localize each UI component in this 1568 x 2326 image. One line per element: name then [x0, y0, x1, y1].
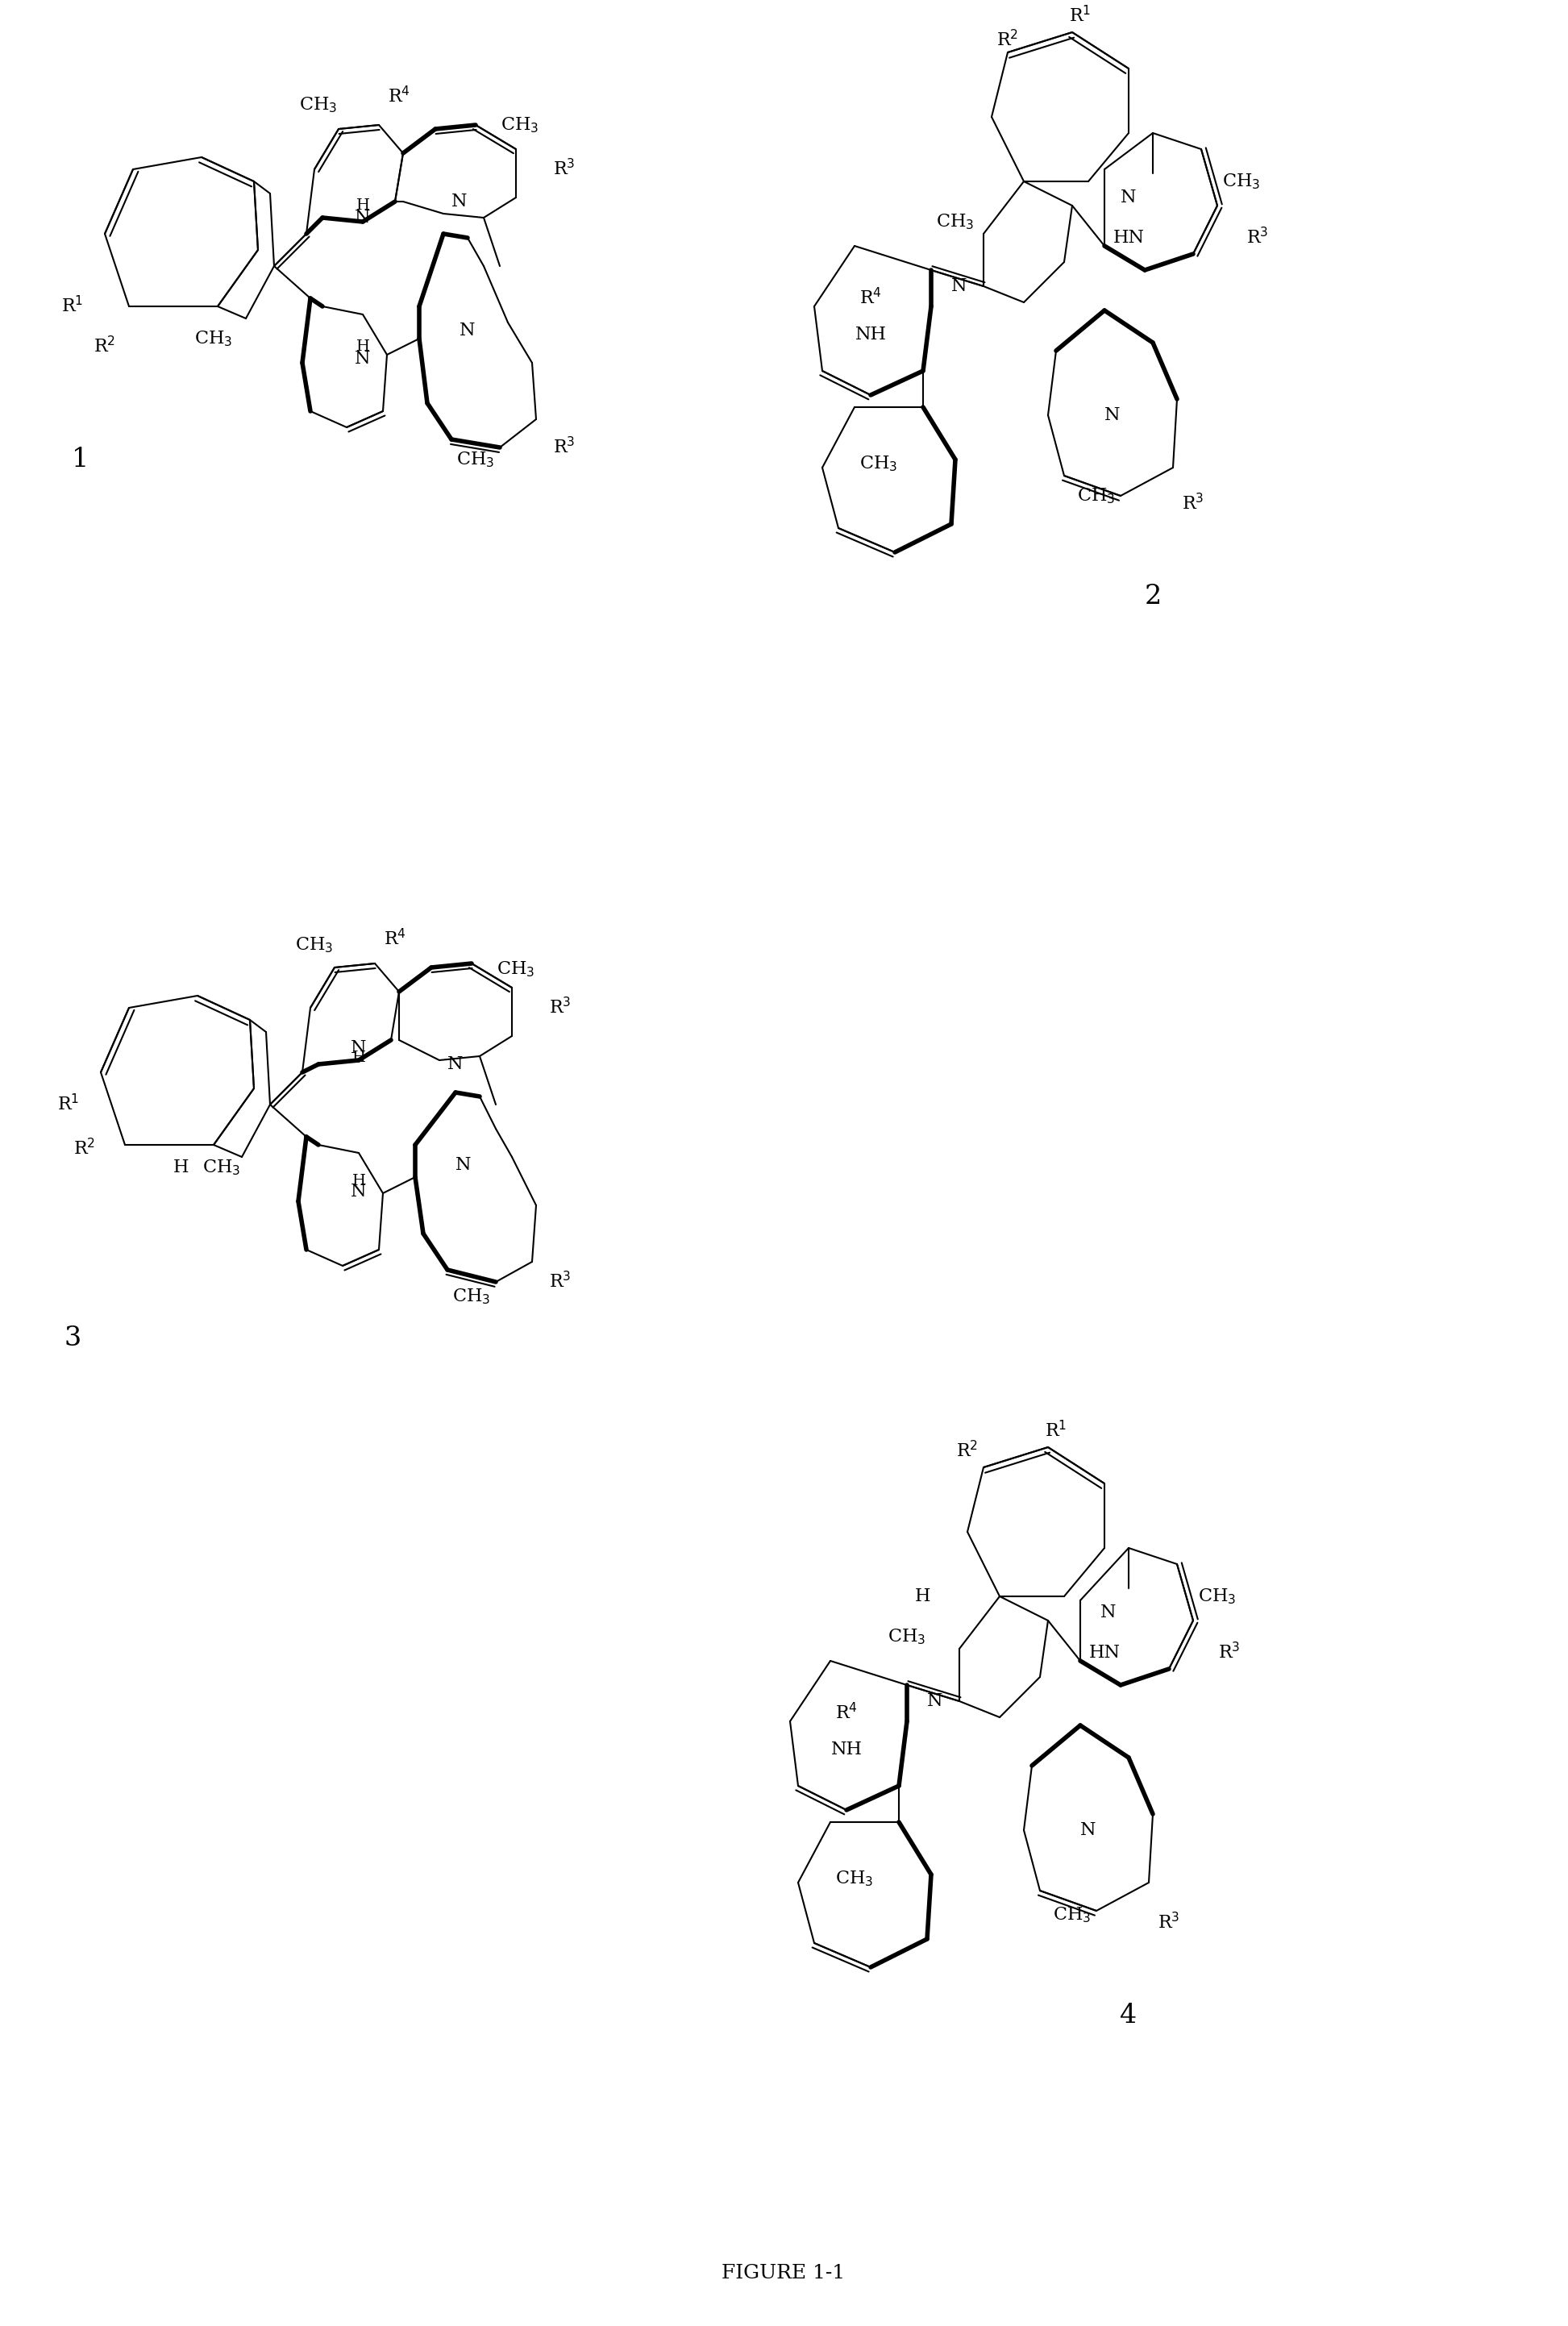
- Text: H: H: [351, 1175, 365, 1189]
- Text: 1: 1: [72, 447, 89, 472]
- Text: HN: HN: [1113, 228, 1145, 247]
- Text: CH$_3$: CH$_3$: [1223, 172, 1261, 191]
- Text: R$^4$: R$^4$: [859, 288, 881, 309]
- Text: R$^1$: R$^1$: [61, 295, 83, 316]
- Text: R$^4$: R$^4$: [384, 928, 406, 949]
- Text: R$^2$: R$^2$: [74, 1140, 96, 1158]
- Text: CH$_3$: CH$_3$: [859, 454, 898, 472]
- Text: CH$_3$: CH$_3$: [1077, 486, 1115, 505]
- Text: H: H: [356, 340, 370, 354]
- Text: 4: 4: [1120, 2003, 1137, 2028]
- Text: R$^3$: R$^3$: [549, 998, 571, 1019]
- Text: R$^4$: R$^4$: [387, 86, 411, 107]
- Text: H: H: [916, 1586, 931, 1605]
- Text: R$^1$: R$^1$: [1044, 1421, 1068, 1442]
- Text: H: H: [351, 1051, 365, 1065]
- Text: R$^4$: R$^4$: [836, 1703, 858, 1724]
- Text: CH$_3$: CH$_3$: [194, 328, 232, 349]
- Text: 3: 3: [64, 1326, 82, 1351]
- Text: CH$_3$: CH$_3$: [295, 935, 334, 954]
- Text: CH$_3$: CH$_3$: [1054, 1905, 1091, 1924]
- Text: CH$_3$: CH$_3$: [453, 1286, 491, 1305]
- Text: N: N: [452, 193, 467, 209]
- Text: N: N: [351, 1182, 367, 1200]
- Text: CH$_3$: CH$_3$: [497, 961, 535, 979]
- Text: R$^1$: R$^1$: [58, 1096, 80, 1114]
- Text: N: N: [459, 321, 475, 340]
- Text: NH: NH: [855, 326, 886, 344]
- Text: HN: HN: [1088, 1644, 1120, 1661]
- Text: R$^2$: R$^2$: [94, 337, 116, 356]
- Text: R$^2$: R$^2$: [997, 30, 1019, 51]
- Text: FIGURE 1-1: FIGURE 1-1: [721, 2263, 845, 2282]
- Text: R$^3$: R$^3$: [554, 158, 575, 179]
- Text: R$^3$: R$^3$: [554, 437, 575, 458]
- Text: N: N: [456, 1156, 472, 1175]
- Text: NH: NH: [831, 1740, 862, 1758]
- Text: CH$_3$: CH$_3$: [887, 1628, 927, 1647]
- Text: H: H: [174, 1158, 190, 1177]
- Text: CH$_3$: CH$_3$: [1198, 1586, 1236, 1605]
- Text: N: N: [1080, 1821, 1096, 1840]
- Text: N: N: [1121, 188, 1137, 207]
- Text: CH$_3$: CH$_3$: [502, 116, 539, 135]
- Text: CH$_3$: CH$_3$: [202, 1158, 241, 1177]
- Text: N: N: [952, 277, 967, 295]
- Text: H: H: [356, 198, 370, 214]
- Text: CH$_3$: CH$_3$: [936, 212, 974, 230]
- Text: 2: 2: [1145, 584, 1162, 609]
- Text: R$^3$: R$^3$: [1247, 228, 1269, 249]
- Text: R$^3$: R$^3$: [1182, 493, 1204, 514]
- Text: CH$_3$: CH$_3$: [299, 95, 337, 114]
- Text: R$^3$: R$^3$: [1157, 1912, 1181, 1933]
- Text: R$^1$: R$^1$: [1069, 7, 1091, 26]
- Text: N: N: [447, 1056, 464, 1072]
- Text: N: N: [351, 1040, 367, 1056]
- Text: CH$_3$: CH$_3$: [456, 449, 494, 470]
- Text: N: N: [927, 1693, 942, 1710]
- Text: N: N: [1101, 1603, 1116, 1621]
- Text: N: N: [354, 349, 370, 368]
- Text: R$^3$: R$^3$: [549, 1272, 571, 1291]
- Text: R$^2$: R$^2$: [956, 1442, 978, 1461]
- Text: R$^3$: R$^3$: [1218, 1642, 1240, 1663]
- Text: N: N: [1104, 407, 1121, 423]
- Text: N: N: [354, 209, 370, 226]
- Text: CH$_3$: CH$_3$: [836, 1870, 873, 1889]
